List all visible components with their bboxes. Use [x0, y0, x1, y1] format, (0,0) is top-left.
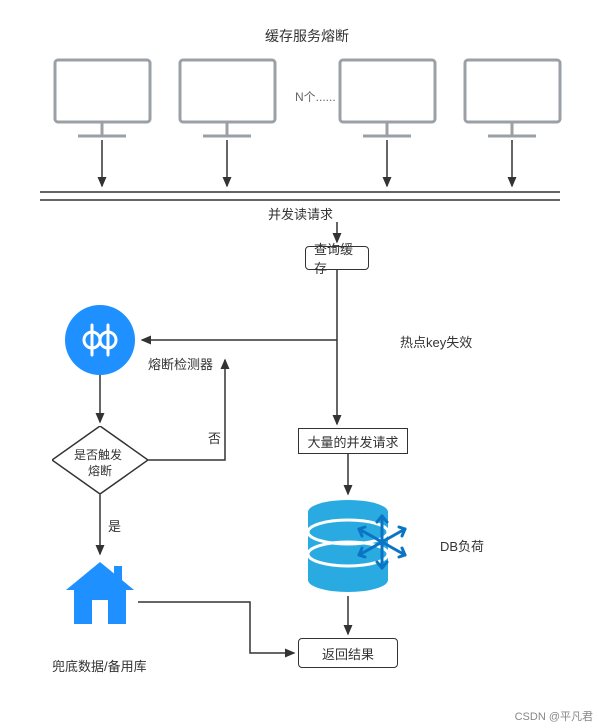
diamond-text-1: 是否触发	[74, 446, 122, 463]
breaker-detector-label: 熔断检测器	[148, 354, 213, 373]
diamond-text-2: 熔断	[88, 462, 112, 479]
watermark-text: CSDN @平凡君	[515, 708, 593, 724]
result-text: 返回结果	[322, 644, 374, 663]
result-box: 返回结果	[298, 638, 398, 668]
db-load-label: DB负荷	[440, 536, 484, 555]
mass-concurrent-box: 大量的并发请求	[298, 428, 408, 454]
no-label: 否	[208, 428, 221, 447]
diagram-canvas: 缓存服务熔断 N个......	[0, 0, 599, 728]
fallback-label: 兜底数据/备用库	[52, 656, 147, 675]
hot-key-label: 热点key失效	[400, 332, 472, 351]
yes-label: 是	[108, 516, 121, 535]
breaker-icon	[65, 305, 135, 375]
mass-concurrent-text: 大量的并发请求	[307, 432, 398, 451]
house-icon	[62, 556, 138, 632]
db-icon	[300, 498, 430, 598]
